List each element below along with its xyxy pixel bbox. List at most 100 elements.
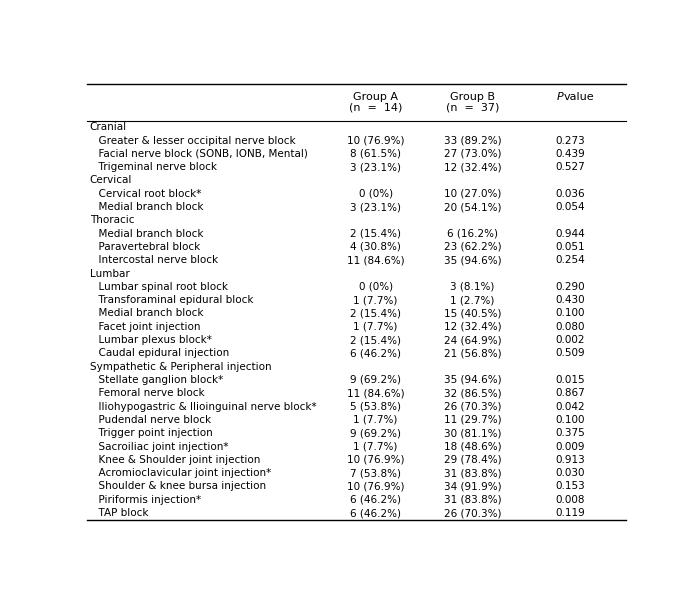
Text: Sacroiliac joint injection*: Sacroiliac joint injection*	[93, 442, 229, 452]
Text: 26 (70.3%): 26 (70.3%)	[444, 508, 501, 518]
Text: Acromioclavicular joint injection*: Acromioclavicular joint injection*	[93, 468, 271, 478]
Text: 0.119: 0.119	[555, 508, 585, 518]
Text: 6 (46.2%): 6 (46.2%)	[350, 495, 401, 505]
Text: Caudal epidural injection: Caudal epidural injection	[93, 348, 230, 358]
Text: Medial branch block: Medial branch block	[93, 229, 204, 239]
Text: Sympathetic & Peripheral injection: Sympathetic & Peripheral injection	[90, 362, 271, 372]
Text: 0.008: 0.008	[555, 495, 585, 505]
Text: 0.944: 0.944	[555, 229, 585, 239]
Text: Group B: Group B	[450, 92, 495, 102]
Text: 0.100: 0.100	[555, 309, 585, 319]
Text: 18 (48.6%): 18 (48.6%)	[444, 442, 502, 452]
Text: Transforaminal epidural block: Transforaminal epidural block	[93, 295, 254, 305]
Text: value: value	[564, 92, 595, 102]
Text: 32 (86.5%): 32 (86.5%)	[444, 388, 502, 398]
Text: 0.100: 0.100	[555, 415, 585, 425]
Text: 6 (16.2%): 6 (16.2%)	[447, 229, 498, 239]
Text: 15 (40.5%): 15 (40.5%)	[444, 309, 501, 319]
Text: 0.913: 0.913	[555, 455, 585, 465]
Text: 8 (61.5%): 8 (61.5%)	[350, 149, 401, 159]
Text: 34 (91.9%): 34 (91.9%)	[444, 481, 502, 491]
Text: 0.153: 0.153	[555, 481, 585, 491]
Text: 0.009: 0.009	[555, 442, 585, 452]
Text: 1 (7.7%): 1 (7.7%)	[354, 322, 398, 332]
Text: 0.254: 0.254	[555, 255, 585, 265]
Text: 0.430: 0.430	[555, 295, 585, 305]
Text: 24 (64.9%): 24 (64.9%)	[444, 335, 502, 345]
Text: 10 (76.9%): 10 (76.9%)	[347, 135, 404, 145]
Text: 9 (69.2%): 9 (69.2%)	[350, 428, 401, 438]
Text: Cranial: Cranial	[90, 123, 127, 132]
Text: Knee & Shoulder joint injection: Knee & Shoulder joint injection	[93, 455, 261, 465]
Text: Thoracic: Thoracic	[90, 216, 134, 226]
Text: 2 (15.4%): 2 (15.4%)	[350, 309, 401, 319]
Text: 33 (89.2%): 33 (89.2%)	[444, 135, 502, 145]
Text: Greater & lesser occipital nerve block: Greater & lesser occipital nerve block	[93, 135, 296, 145]
Text: Lumbar spinal root block: Lumbar spinal root block	[93, 282, 228, 292]
Text: Intercostal nerve block: Intercostal nerve block	[93, 255, 219, 265]
Text: 0.015: 0.015	[555, 375, 585, 385]
Text: 1 (7.7%): 1 (7.7%)	[354, 415, 398, 425]
Text: 3 (23.1%): 3 (23.1%)	[350, 162, 401, 172]
Text: 10 (27.0%): 10 (27.0%)	[444, 188, 501, 198]
Text: 0.002: 0.002	[555, 335, 585, 345]
Text: Trigger point injection: Trigger point injection	[93, 428, 213, 438]
Text: 0.273: 0.273	[555, 135, 585, 145]
Text: Medial branch block: Medial branch block	[93, 309, 204, 319]
Text: 30 (81.1%): 30 (81.1%)	[444, 428, 501, 438]
Text: 0.054: 0.054	[555, 202, 585, 212]
Text: 11 (29.7%): 11 (29.7%)	[444, 415, 502, 425]
Text: 1 (7.7%): 1 (7.7%)	[354, 442, 398, 452]
Text: TAP block: TAP block	[93, 508, 149, 518]
Text: 6 (46.2%): 6 (46.2%)	[350, 348, 401, 358]
Text: 0.080: 0.080	[555, 322, 585, 332]
Text: Pudendal nerve block: Pudendal nerve block	[93, 415, 212, 425]
Text: Facial nerve block (SONB, IONB, Mental): Facial nerve block (SONB, IONB, Mental)	[93, 149, 308, 159]
Text: Cervical: Cervical	[90, 176, 132, 186]
Text: Stellate ganglion block*: Stellate ganglion block*	[93, 375, 223, 385]
Text: 2 (15.4%): 2 (15.4%)	[350, 229, 401, 239]
Text: Piriformis injection*: Piriformis injection*	[93, 495, 202, 505]
Text: 0.290: 0.290	[555, 282, 585, 292]
Text: 12 (32.4%): 12 (32.4%)	[444, 162, 502, 172]
Text: Paravertebral block: Paravertebral block	[93, 242, 200, 252]
Text: 3 (8.1%): 3 (8.1%)	[450, 282, 495, 292]
Text: 10 (76.9%): 10 (76.9%)	[347, 455, 404, 465]
Text: 0.051: 0.051	[555, 242, 585, 252]
Text: 2 (15.4%): 2 (15.4%)	[350, 335, 401, 345]
Text: 10 (76.9%): 10 (76.9%)	[347, 481, 404, 491]
Text: 31 (83.8%): 31 (83.8%)	[444, 495, 502, 505]
Text: 12 (32.4%): 12 (32.4%)	[444, 322, 502, 332]
Text: (n  =  14): (n = 14)	[349, 102, 402, 112]
Text: 29 (78.4%): 29 (78.4%)	[444, 455, 502, 465]
Text: P: P	[557, 92, 564, 102]
Text: 31 (83.8%): 31 (83.8%)	[444, 468, 502, 478]
Text: 26 (70.3%): 26 (70.3%)	[444, 402, 501, 412]
Text: 0.509: 0.509	[555, 348, 585, 358]
Text: 1 (7.7%): 1 (7.7%)	[354, 295, 398, 305]
Text: 5 (53.8%): 5 (53.8%)	[350, 402, 401, 412]
Text: 0.030: 0.030	[555, 468, 585, 478]
Text: Femoral nerve block: Femoral nerve block	[93, 388, 205, 398]
Text: 0.439: 0.439	[555, 149, 585, 159]
Text: 9 (69.2%): 9 (69.2%)	[350, 375, 401, 385]
Text: 23 (62.2%): 23 (62.2%)	[444, 242, 502, 252]
Text: Facet joint injection: Facet joint injection	[93, 322, 201, 332]
Text: 11 (84.6%): 11 (84.6%)	[347, 388, 404, 398]
Text: 1 (2.7%): 1 (2.7%)	[450, 295, 495, 305]
Text: 27 (73.0%): 27 (73.0%)	[444, 149, 501, 159]
Text: 7 (53.8%): 7 (53.8%)	[350, 468, 401, 478]
Text: 3 (23.1%): 3 (23.1%)	[350, 202, 401, 212]
Text: Medial branch block: Medial branch block	[93, 202, 204, 212]
Text: 21 (56.8%): 21 (56.8%)	[444, 348, 502, 358]
Text: 6 (46.2%): 6 (46.2%)	[350, 508, 401, 518]
Text: Lumbar: Lumbar	[90, 269, 129, 279]
Text: 11 (84.6%): 11 (84.6%)	[347, 255, 404, 265]
Text: Shoulder & knee bursa injection: Shoulder & knee bursa injection	[93, 481, 267, 491]
Text: 0.867: 0.867	[555, 388, 585, 398]
Text: 35 (94.6%): 35 (94.6%)	[444, 375, 502, 385]
Text: 0 (0%): 0 (0%)	[358, 188, 393, 198]
Text: Iliohypogastric & Ilioinguinal nerve block*: Iliohypogastric & Ilioinguinal nerve blo…	[93, 402, 317, 412]
Text: Lumbar plexus block*: Lumbar plexus block*	[93, 335, 212, 345]
Text: 20 (54.1%): 20 (54.1%)	[444, 202, 501, 212]
